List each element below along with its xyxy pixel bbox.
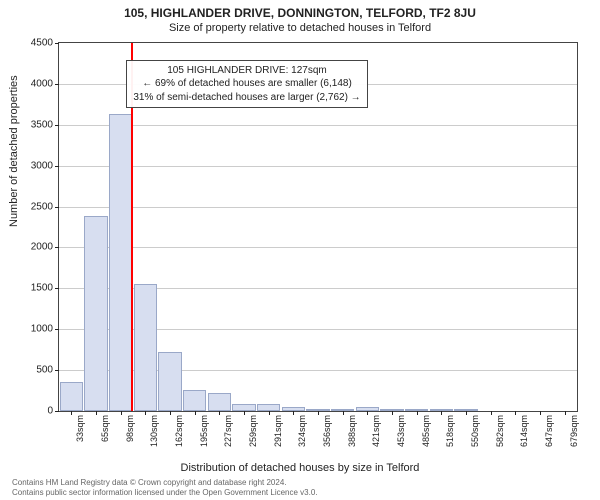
gridline bbox=[59, 207, 577, 208]
y-tick bbox=[55, 370, 59, 371]
footer-line-1: Contains HM Land Registry data © Crown c… bbox=[12, 478, 318, 488]
info-box: 105 HIGHLANDER DRIVE: 127sqm← 69% of det… bbox=[126, 60, 367, 109]
x-tick-label: 324sqm bbox=[297, 415, 307, 447]
x-tick-label: 65sqm bbox=[100, 415, 110, 442]
x-tick-label: 453sqm bbox=[396, 415, 406, 447]
y-axis-title: Number of detached properties bbox=[8, 75, 20, 227]
y-tick bbox=[55, 207, 59, 208]
y-tick bbox=[55, 166, 59, 167]
histogram-bar bbox=[183, 390, 206, 411]
page-subtitle: Size of property relative to detached ho… bbox=[0, 20, 600, 38]
footer-attribution: Contains HM Land Registry data © Crown c… bbox=[12, 478, 318, 498]
x-tick bbox=[540, 411, 541, 415]
x-tick-label: 195sqm bbox=[199, 415, 209, 447]
x-tick bbox=[269, 411, 270, 415]
y-tick bbox=[55, 329, 59, 330]
info-box-line-2: ← 69% of detached houses are smaller (6,… bbox=[133, 77, 360, 91]
histogram-bar bbox=[109, 114, 132, 411]
y-tick-label: 0 bbox=[47, 406, 53, 417]
y-tick bbox=[55, 84, 59, 85]
x-tick bbox=[244, 411, 245, 415]
x-tick bbox=[392, 411, 393, 415]
x-tick bbox=[219, 411, 220, 415]
x-tick bbox=[293, 411, 294, 415]
gridline bbox=[59, 166, 577, 167]
x-tick-label: 356sqm bbox=[322, 415, 332, 447]
x-tick-label: 130sqm bbox=[149, 415, 159, 447]
histogram-bar bbox=[208, 393, 231, 411]
x-tick bbox=[121, 411, 122, 415]
y-tick bbox=[55, 411, 59, 412]
x-tick bbox=[96, 411, 97, 415]
x-tick-label: 388sqm bbox=[347, 415, 357, 447]
x-tick-label: 421sqm bbox=[371, 415, 381, 447]
y-tick-label: 1500 bbox=[31, 283, 53, 294]
x-tick bbox=[491, 411, 492, 415]
y-tick-label: 4500 bbox=[31, 38, 53, 49]
x-tick-label: 582sqm bbox=[495, 415, 505, 447]
x-axis-title: Distribution of detached houses by size … bbox=[0, 462, 600, 474]
y-tick-label: 2500 bbox=[31, 201, 53, 212]
info-box-line-1: 105 HIGHLANDER DRIVE: 127sqm bbox=[133, 64, 360, 78]
chart-area: 105 HIGHLANDER DRIVE: 127sqm← 69% of det… bbox=[58, 42, 578, 412]
y-axis-title-wrap: Number of detached properties bbox=[14, 42, 26, 412]
x-tick-label: 33sqm bbox=[75, 415, 85, 442]
x-tick-label: 291sqm bbox=[273, 415, 283, 447]
y-tick-label: 500 bbox=[36, 365, 53, 376]
x-tick bbox=[343, 411, 344, 415]
y-tick bbox=[55, 43, 59, 44]
x-tick-label: 647sqm bbox=[544, 415, 554, 447]
x-tick-label: 259sqm bbox=[248, 415, 258, 447]
y-tick-label: 3500 bbox=[31, 119, 53, 130]
histogram-bar bbox=[134, 284, 157, 411]
x-tick bbox=[318, 411, 319, 415]
x-tick bbox=[170, 411, 171, 415]
x-tick-label: 550sqm bbox=[470, 415, 480, 447]
page-title: 105, HIGHLANDER DRIVE, DONNINGTON, TELFO… bbox=[0, 0, 600, 20]
x-tick-label: 227sqm bbox=[223, 415, 233, 447]
histogram-bar bbox=[158, 352, 181, 411]
x-tick bbox=[417, 411, 418, 415]
x-tick-label: 518sqm bbox=[445, 415, 455, 447]
y-tick-label: 1000 bbox=[31, 324, 53, 335]
x-tick bbox=[145, 411, 146, 415]
x-tick bbox=[367, 411, 368, 415]
histogram-bar bbox=[232, 404, 255, 411]
x-tick-label: 98sqm bbox=[125, 415, 135, 442]
y-tick bbox=[55, 247, 59, 248]
y-tick-label: 3000 bbox=[31, 160, 53, 171]
x-tick bbox=[441, 411, 442, 415]
y-tick bbox=[55, 288, 59, 289]
footer-line-2: Contains public sector information licen… bbox=[12, 488, 318, 498]
x-tick bbox=[565, 411, 566, 415]
x-tick bbox=[195, 411, 196, 415]
x-tick bbox=[71, 411, 72, 415]
x-tick bbox=[515, 411, 516, 415]
x-tick bbox=[466, 411, 467, 415]
gridline bbox=[59, 247, 577, 248]
y-tick bbox=[55, 125, 59, 126]
histogram-bar bbox=[84, 216, 107, 411]
plot-area: 105 HIGHLANDER DRIVE: 127sqm← 69% of det… bbox=[59, 43, 577, 411]
x-tick-label: 614sqm bbox=[519, 415, 529, 447]
y-tick-label: 4000 bbox=[31, 78, 53, 89]
gridline bbox=[59, 125, 577, 126]
x-tick-label: 679sqm bbox=[569, 415, 579, 447]
histogram-bar bbox=[60, 382, 83, 411]
info-box-line-3: 31% of semi-detached houses are larger (… bbox=[133, 91, 360, 105]
x-tick-label: 162sqm bbox=[174, 415, 184, 447]
y-tick-label: 2000 bbox=[31, 242, 53, 253]
x-tick-label: 485sqm bbox=[421, 415, 431, 447]
